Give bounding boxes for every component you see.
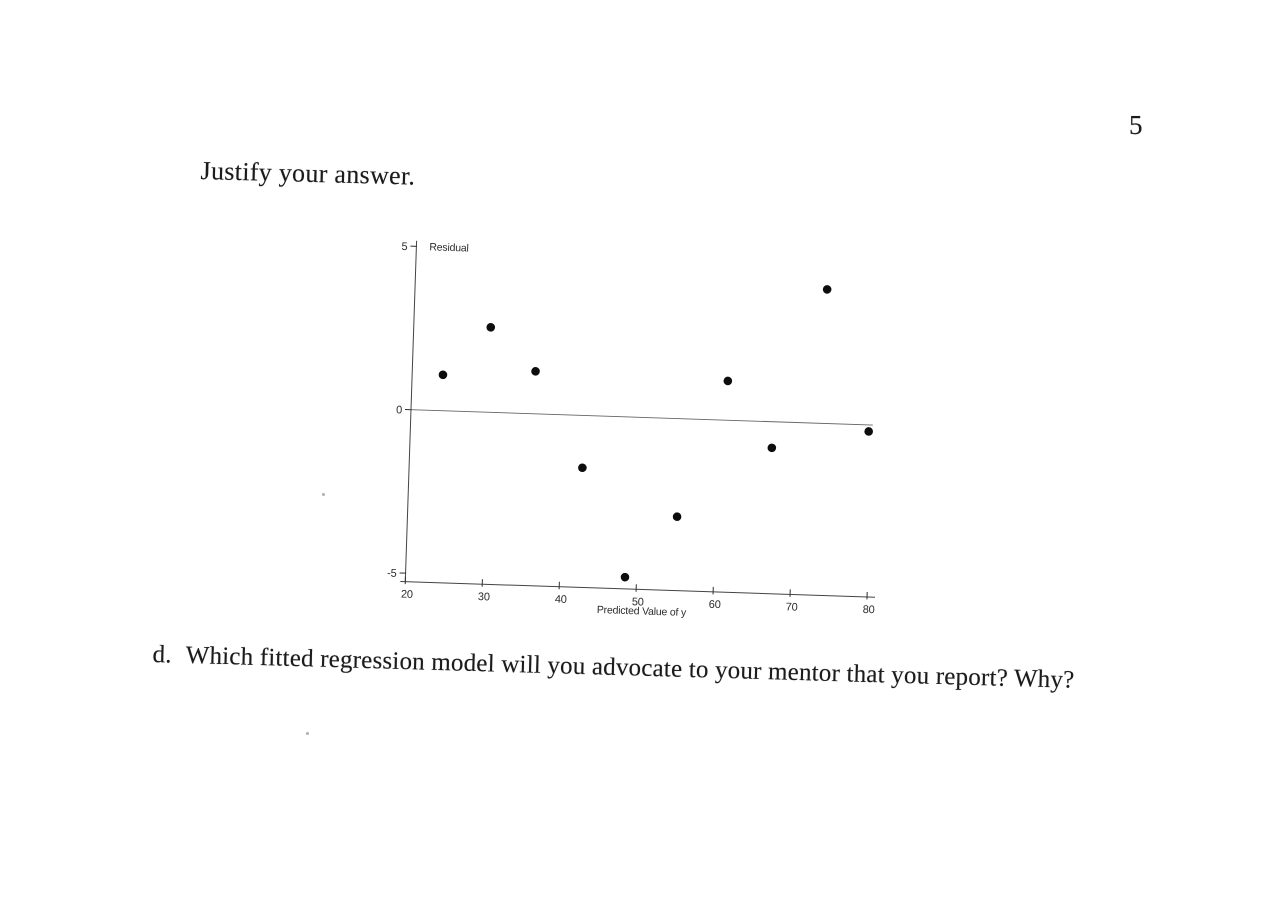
data-point	[672, 512, 682, 522]
data-point	[864, 427, 873, 436]
data-point	[486, 323, 496, 332]
data-point	[822, 285, 832, 294]
question-text: Which fitted regression model will you a…	[185, 641, 1075, 694]
question-d: d. Which fitted regression model will you…	[152, 641, 1075, 694]
y-axis-line	[404, 240, 418, 582]
data-point	[620, 572, 630, 582]
x-axis-line	[400, 580, 876, 598]
x-axis-tick-label: 80	[862, 604, 874, 616]
scan-speck	[306, 732, 309, 735]
x-axis-tick-label: 30	[478, 591, 490, 603]
x-axis-title: Predicted Value of y	[597, 604, 687, 619]
scan-speck	[322, 493, 325, 496]
data-point	[767, 443, 777, 453]
x-axis-tick-label: 50	[632, 596, 644, 608]
y-axis-tick-label: 5	[401, 241, 407, 253]
x-axis-tick-label: 20	[401, 589, 413, 601]
question-label: d.	[152, 641, 173, 669]
residual-plot-figure: 5 0 -5 20 30 40 50 60 70 80 Residual Predicted Valu…	[379, 228, 912, 645]
y-axis-title: Residual	[429, 241, 469, 254]
data-point	[578, 463, 587, 473]
x-axis-tick-label: 40	[555, 594, 567, 606]
data-point	[723, 376, 733, 386]
zero-reference-line	[410, 409, 873, 426]
x-axis-tick-label: 70	[786, 601, 798, 613]
data-point	[438, 370, 448, 380]
data-point	[531, 367, 540, 376]
x-axis-tick-label: 60	[709, 599, 721, 611]
y-axis-tick-label: 0	[396, 404, 402, 416]
prompt-text: Justify your answer.	[200, 156, 416, 191]
page-number: 5	[1129, 110, 1143, 140]
y-axis-tick-label: -5	[387, 568, 397, 580]
